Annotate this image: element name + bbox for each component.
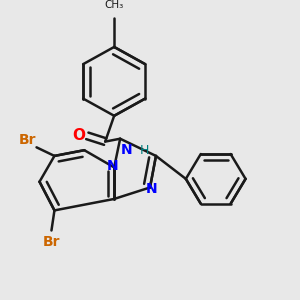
Text: N: N [107,159,118,173]
Text: N: N [120,143,132,157]
Text: H: H [139,144,149,157]
Text: Br: Br [19,133,36,147]
Text: Br: Br [43,235,60,249]
Text: N: N [146,182,157,196]
Text: CH₃: CH₃ [104,0,124,10]
Text: O: O [72,128,85,143]
